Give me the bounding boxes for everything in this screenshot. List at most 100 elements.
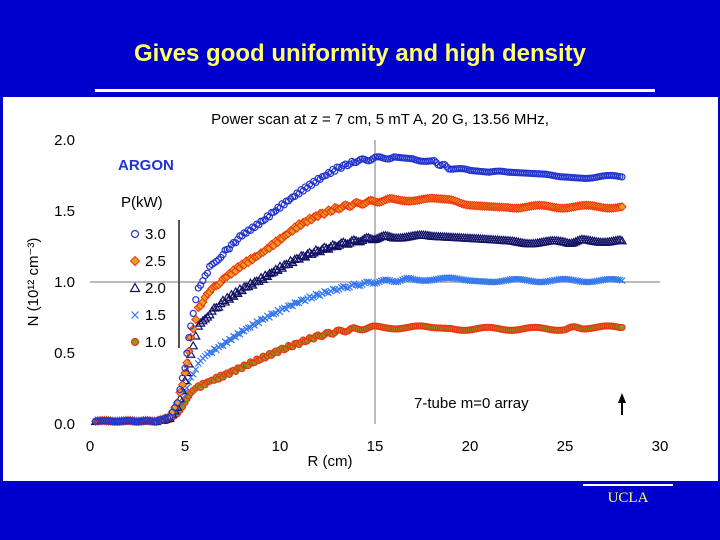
data-point [319,242,330,251]
legend-marker-1-0 [130,337,140,347]
data-point [357,235,368,245]
data-point [327,239,338,249]
y-tick-label: 1.5 [54,203,75,220]
data-point [329,285,337,293]
data-point [310,293,318,301]
data-point [232,333,240,341]
data-point [173,399,181,407]
data-point [203,269,212,277]
data-point [217,295,229,304]
data-point [247,323,254,331]
data-point [559,236,571,246]
data-point [238,327,246,335]
legend-marker-2-0 [129,282,141,293]
data-point [399,276,406,284]
data-point [617,202,627,212]
data-point [176,385,184,394]
data-point [374,232,385,242]
footer-rule [583,484,673,486]
data-point [365,278,373,286]
data-point [185,333,193,342]
data-point [232,288,243,297]
array-annotation: 7-tube m=0 array [414,395,529,412]
data-point [206,262,214,270]
x-tick-label: 5 [181,438,189,455]
legend-label-1-5: 1.5 [145,307,166,324]
data-point [405,274,413,282]
legend-title: P(kW) [121,194,163,211]
data-point [293,299,301,307]
data-point [384,276,392,284]
data-point [348,234,359,244]
y-tick-label: 2.0 [54,132,75,149]
y-tick-label: 0.0 [54,416,75,433]
data-point [568,237,579,247]
data-point [225,245,233,253]
series-3-0 [92,153,626,426]
data-point [223,339,231,347]
data-point [181,364,189,372]
legend-label-2-0: 2.0 [145,280,166,297]
data-point [334,239,345,249]
slide-title: Gives good uniformity and high density [133,40,587,67]
legend-marker-2-5 [129,255,141,267]
data-point [314,291,322,299]
data-point [350,158,358,167]
data-point [377,277,385,285]
data-point [230,332,237,340]
data-point [372,233,383,243]
data-point [141,417,150,425]
legend: P(kW) 3.0 2.5 2.0 1.5 1.0 [121,194,180,351]
data-point [251,322,259,329]
data-point [384,231,395,241]
density-chart: Power scan at z = 7 cm, 5 mT A, 20 G, 13… [25,111,669,470]
data-point [284,197,293,205]
data-point [344,284,351,292]
data-point [189,370,197,378]
arrow-head [618,393,626,403]
data-point [394,278,402,285]
data-point [331,167,339,175]
data-point [320,287,328,295]
data-point [183,349,191,357]
data-point [208,349,216,357]
data-point [214,256,223,264]
title-underline [95,89,655,92]
data-point [392,278,400,286]
data-point [133,417,141,426]
legend-label-1-0: 1.0 [145,334,166,351]
data-point [188,324,198,334]
legend-label-3-0: 3.0 [145,226,166,243]
x-tick-label: 20 [462,438,479,455]
data-point [616,235,628,245]
x-tick-label: 30 [652,438,669,455]
series-1-5 [92,274,626,425]
data-point [150,417,158,426]
data-point [178,374,187,382]
data-point [373,279,381,287]
data-point [407,275,415,282]
data-point [339,282,347,290]
y-tick-label: 1.0 [54,274,75,291]
data-point [350,280,358,288]
data-point [618,323,626,332]
argon-label: ARGON [118,157,174,174]
data-point [382,230,393,240]
data-point [191,314,201,325]
data-point [375,278,383,286]
data-point [222,292,233,302]
legend-marker-3-0 [130,229,140,239]
plot-area [90,140,660,427]
data-point [234,283,245,293]
data-point [227,240,236,249]
data-point [230,286,241,296]
footer-label: UCLA [607,490,649,506]
data-point [219,342,227,350]
data-point [280,201,288,209]
data-point [272,309,280,317]
data-point [202,311,213,321]
data-point [195,317,206,327]
data-point [255,272,267,282]
data-point [369,234,381,243]
x-tick-label: 0 [86,438,94,455]
